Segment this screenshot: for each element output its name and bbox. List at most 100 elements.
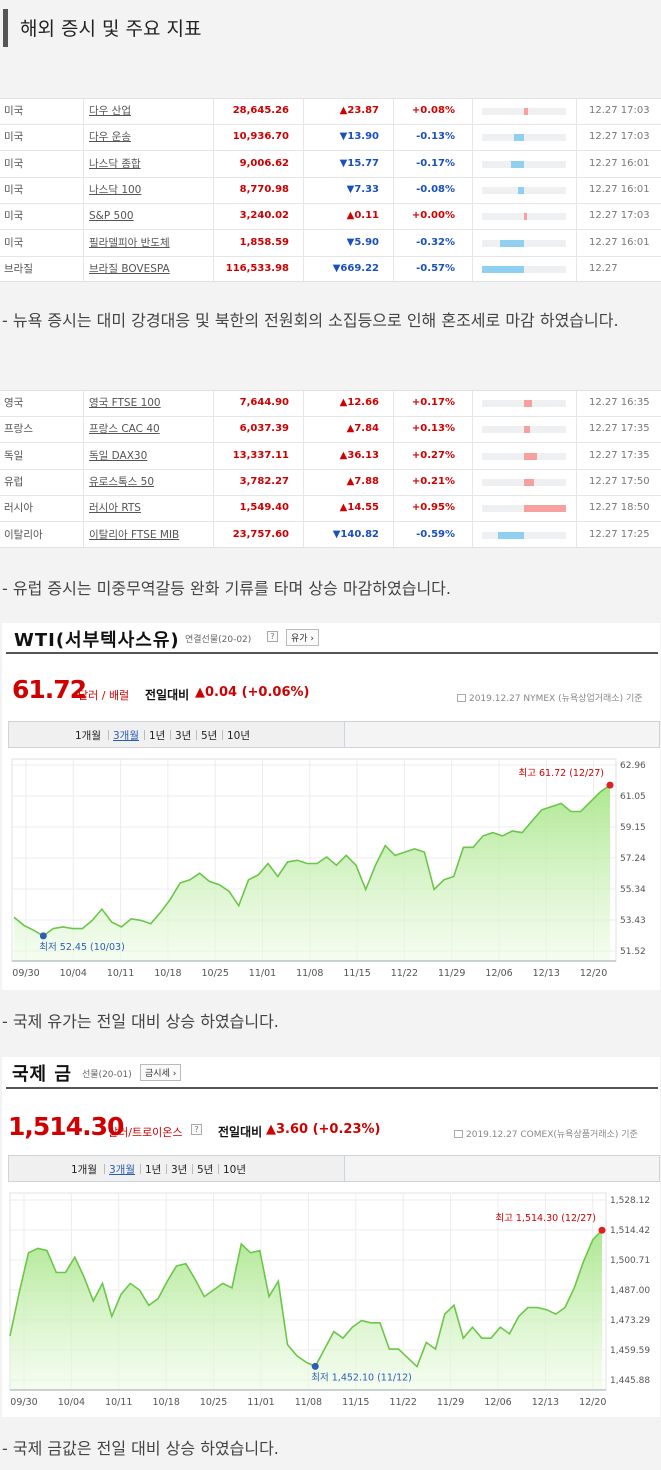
y-tick-label: 1,487.00 — [610, 1286, 650, 1296]
x-tick-label: 10/11 — [105, 1397, 132, 1408]
table-row: 영국 영국 FTSE 100 7,644.90 ▲12.66 +0.17% 12.27 1… — [0, 391, 661, 417]
table-row: 미국 나스닥 종합 9,006.62 ▼15.77 -0.17% 12.27 16:01 — [0, 152, 661, 178]
country-label: 독일 — [4, 449, 24, 462]
wti-area-chart: 62.96 61.05 59.15 57.24 55.34 53.43 51.52 09/30… — [11, 758, 646, 979]
index-name-link[interactable]: 나스닥 종합 — [89, 157, 141, 170]
index-name-link[interactable]: 나스닥 100 — [89, 183, 142, 196]
range-option[interactable]: 3년 — [175, 730, 192, 742]
index-name-link[interactable]: 영국 FTSE 100 — [89, 397, 161, 409]
gold-category-button[interactable]: 금시세 › — [140, 1064, 182, 1081]
country-label: 미국 — [4, 183, 24, 196]
change-gauge — [482, 134, 566, 142]
index-name-link[interactable]: 다우 산업 — [89, 105, 131, 117]
change-gauge-fill — [497, 531, 524, 539]
country-label: 미국 — [4, 236, 24, 249]
index-name-link[interactable]: 러시아 RTS — [89, 502, 141, 515]
index-name-link[interactable]: S&P 500 — [89, 210, 134, 223]
country-label: 미국 — [4, 131, 24, 144]
range-option[interactable]: 5년 — [197, 1164, 214, 1176]
table-row: 독일 독일 DAX30 13,337.11 ▲36.13 +0.27% 12.27 17:… — [0, 444, 661, 470]
wti-title: WTI(서부텍사스유) — [14, 630, 180, 651]
index-name-link[interactable]: 브라질 BOVESPA — [89, 262, 170, 275]
index-name-link[interactable]: 필라델피아 반도체 — [89, 236, 170, 249]
index-change-pct: +0.17% — [411, 397, 455, 408]
column-divider — [83, 99, 84, 281]
index-change: ▼140.82 — [332, 528, 379, 540]
change-gauge — [482, 213, 566, 221]
range-option[interactable]: 3년 — [171, 1164, 188, 1176]
gold-help-icon[interactable]: ? — [191, 1124, 202, 1135]
update-time: 12.27 17:03 — [589, 131, 650, 143]
range-option[interactable]: 1개월 — [71, 1164, 98, 1176]
index-change-pct: -0.17% — [416, 157, 455, 169]
range-option[interactable]: 10년 — [227, 730, 251, 742]
gold-price: 1,514.30 — [8, 1112, 124, 1141]
x-tick-label: 11/22 — [390, 1397, 417, 1408]
gold-area-chart: 1,528.12 1,514.42 1,500.71 1,487.00 1,473.29… — [9, 1192, 650, 1408]
range-option[interactable]: 3개월 — [113, 730, 140, 742]
update-time: 12.27 17:50 — [589, 475, 650, 487]
country-label: 미국 — [4, 105, 24, 117]
y-tick-label: 57.24 — [620, 854, 646, 864]
range-option[interactable]: 1개월 — [75, 730, 102, 742]
index-change: ▲23.87 — [339, 105, 379, 116]
index-value: 9,006.62 — [239, 157, 289, 169]
range-option[interactable]: 3개월 — [109, 1164, 136, 1176]
wti-unit: 달러 / 배럴 — [78, 689, 130, 702]
wti-compare-label: 전일대비 — [145, 688, 190, 702]
wti-source: 2019.12.27 NYMEX (뉴욕상업거래소) 기준 — [457, 691, 643, 704]
change-gauge — [482, 160, 566, 168]
x-tick-label: 11/15 — [342, 1397, 369, 1408]
x-tick-label: 12/13 — [533, 968, 560, 979]
index-change-pct: -0.08% — [416, 183, 455, 195]
range-option[interactable]: 10년 — [223, 1164, 247, 1176]
table-row: 미국 필라델피아 반도체 1,858.59 ▼5.90 -0.32% 12.27 16:0… — [0, 231, 661, 257]
change-gauge — [482, 478, 566, 486]
x-tick-label: 10/04 — [58, 1397, 85, 1408]
update-time: 12.27 17:35 — [589, 423, 650, 435]
index-change-pct: +0.21% — [411, 475, 455, 487]
range-option[interactable]: 5년 — [201, 730, 218, 742]
header-accent-bar — [3, 9, 8, 47]
max-annotation: 최고 61.72 (12/27) — [518, 768, 604, 779]
x-tick-label: 10/04 — [60, 968, 87, 979]
table-row: 브라질 브라질 BOVESPA 116,533.98 ▼669.22 -0.57% 12.… — [0, 257, 661, 283]
change-gauge-fill — [524, 108, 529, 115]
index-name-link[interactable]: 다우 운송 — [89, 131, 131, 144]
change-gauge — [482, 265, 566, 273]
index-name-link[interactable]: 독일 DAX30 — [89, 449, 148, 462]
table-row: 유럽 유로스톡스 50 3,782.27 ▲7.88 +0.21% 12.27 17:50 — [0, 470, 661, 496]
range-option[interactable]: 1년 — [145, 1164, 162, 1176]
index-change: ▼7.33 — [346, 183, 379, 195]
index-name-link[interactable]: 유로스톡스 50 — [89, 475, 154, 488]
index-change-pct: +0.13% — [411, 423, 455, 435]
change-gauge-fill — [524, 426, 530, 434]
change-gauge-fill — [513, 134, 524, 142]
gold-note: - 국제 금값은 전일 대비 상승 하였습니다. — [2, 1439, 279, 1458]
series-area — [14, 785, 610, 961]
index-value: 28,645.26 — [232, 105, 289, 116]
y-tick-label: 1,528.12 — [610, 1196, 650, 1206]
change-gauge-fill — [524, 478, 535, 486]
wti-category-button[interactable]: 유가 › — [286, 629, 320, 646]
x-tick-label: 10/25 — [202, 968, 229, 979]
y-tick-label: 1,514.42 — [610, 1226, 650, 1236]
update-time: 12.27 18:50 — [589, 502, 650, 514]
wti-help-icon[interactable]: ? — [267, 631, 278, 642]
x-tick-label: 11/01 — [247, 1397, 274, 1408]
index-name-link[interactable]: 프랑스 CAC 40 — [89, 423, 160, 436]
change-gauge-fill — [500, 239, 524, 247]
country-label: 이탈리아 — [4, 528, 43, 541]
table-row: 미국 다우 산업 28,645.26 ▲23.87 +0.08% 12.27 17:03 — [0, 99, 661, 125]
index-change: ▼15.77 — [339, 157, 379, 169]
index-value: 7,644.90 — [239, 397, 289, 408]
min-annotation: 최저 52.45 (10/03) — [39, 942, 125, 953]
table-row: 러시아 러시아 RTS 1,549.40 ▲14.55 +0.95% 12.27 18:5… — [0, 496, 661, 523]
index-change: ▼669.22 — [332, 262, 379, 274]
index-value: 3,782.27 — [239, 475, 289, 487]
column-divider — [576, 99, 577, 281]
index-name-link[interactable]: 이탈리아 FTSE MIB — [89, 528, 180, 541]
country-label: 미국 — [4, 210, 24, 223]
range-option[interactable]: 1년 — [149, 730, 166, 742]
wti-plot: 62.96 61.05 59.15 57.24 55.34 53.43 51.52 09/30… — [2, 755, 660, 990]
